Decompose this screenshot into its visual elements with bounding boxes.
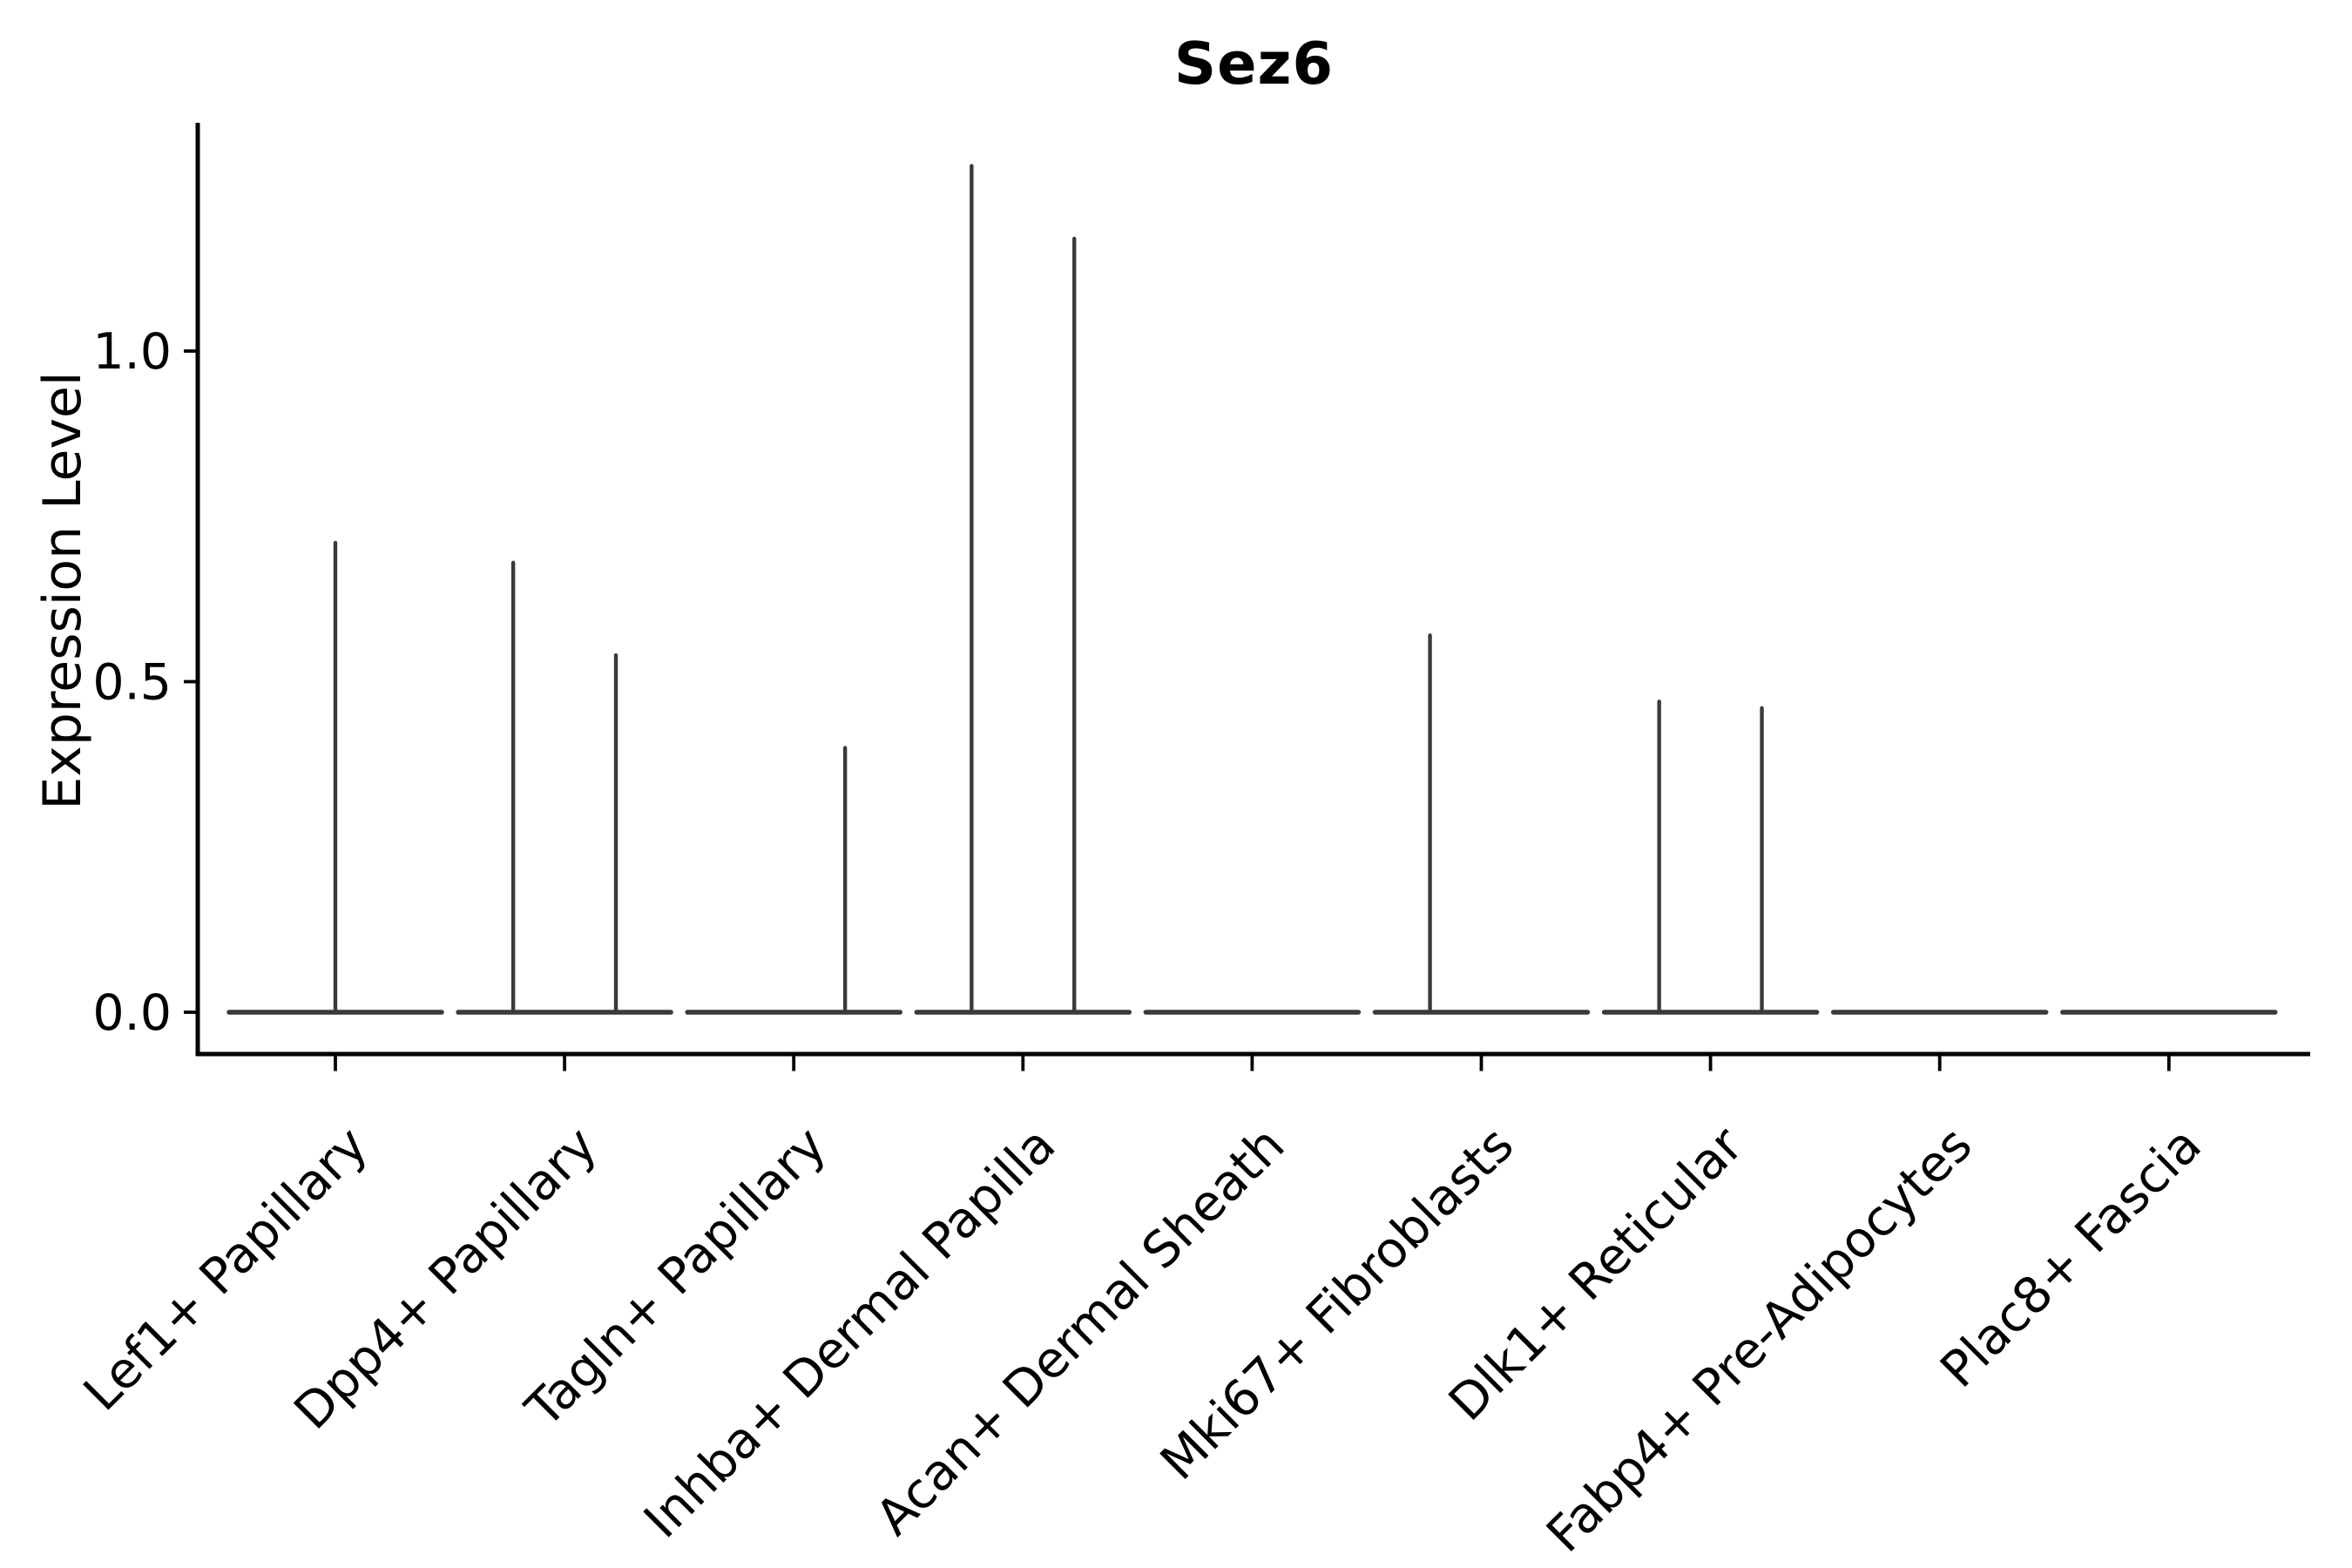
x-tick-label: Acan+ Dermal Sheath — [865, 1116, 1295, 1546]
violin — [685, 746, 902, 1015]
violin — [914, 164, 1132, 1015]
violin — [456, 560, 673, 1015]
axes-layer — [184, 123, 2310, 1071]
violin — [1601, 700, 1820, 1015]
x-tick-label: Fabp4+ Pre-Adipocytes — [1536, 1116, 1983, 1563]
chart-title: Sez6 — [1173, 30, 1335, 98]
x-tick-label: Inhba+ Dermal Papilla — [633, 1116, 1066, 1549]
violin — [226, 540, 444, 1015]
y-tick-label: 0.5 — [92, 654, 172, 712]
y-tick-label: 1.0 — [92, 323, 172, 381]
violins-layer — [226, 164, 2278, 1015]
y-tick-label: 0.0 — [92, 984, 172, 1042]
violin — [1372, 633, 1591, 1015]
